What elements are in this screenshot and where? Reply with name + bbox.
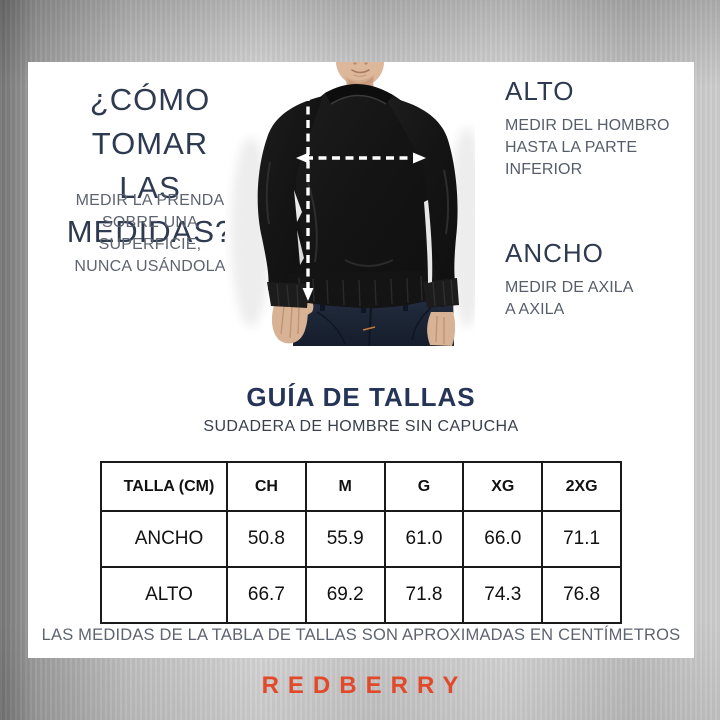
size-table-disclaimer: LAS MEDIDAS DE LA TABLA DE TALLAS SON AP… [41,626,681,644]
alto-desc-line: INFERIOR [505,161,583,178]
alto-section: ALTO MEDIR DEL HOMBRO HASTA LA PARTE INF… [505,76,695,181]
ancho-description: MEDIR DE AXILA A AXILA [505,277,695,321]
header-size-m: M [304,461,386,512]
ancho-section: ANCHO MEDIR DE AXILA A AXILA [505,238,695,321]
alto-desc-line: MEDIR DEL HOMBRO [505,117,670,134]
alto-title: ALTO [505,76,575,106]
size-value-cell: 61.0 [383,510,465,568]
size-guide-subtitle: SUDADERA DE HOMBRE SIN CAPUCHA [203,418,519,435]
size-value-cell: 66.0 [462,510,544,568]
size-value-cell: 74.3 [462,566,544,624]
header-size-xg: XG [462,461,544,512]
size-value-cell: 50.8 [226,510,307,568]
ancho-desc-line: A AXILA [505,301,565,318]
size-table-row-alto: ALTO 66.7 69.2 71.8 74.3 76.8 [100,566,622,624]
size-table-header-row: TALLA (CM) CH M G XG 2XG [100,461,622,512]
sweatshirt [257,83,459,309]
howto-note-line: SOBRE UNA [101,214,199,231]
ancho-title: ANCHO [505,238,604,268]
howto-note-line: NUNCA USÁNDOLA [74,258,226,275]
howto-note-line: MEDIR LA PRENDA [75,192,225,209]
size-table: TALLA (CM) CH M G XG 2XG ANCHO 50.8 55.9… [100,461,622,624]
howto-note: MEDIR LA PRENDA SOBRE UNA SUPERFICIE, NU… [38,190,262,278]
alto-desc-line: HASTA LA PARTE [505,139,638,156]
width-measure-arrow [296,152,426,164]
size-guide-card: ¿CÓMO TOMAR LAS MEDIDAS? MEDIR LA PRENDA… [28,62,694,658]
header-talla-cm: TALLA (CM) [100,461,228,512]
brand-logo: REDBERRY [261,672,468,699]
jeans-stitch-detail [362,326,376,331]
height-measure-arrow [302,84,314,301]
header-size-ch: CH [226,461,307,512]
size-value-cell: 66.7 [226,566,307,624]
size-value-cell: 71.8 [383,566,465,624]
size-value-cell: 71.1 [541,510,622,568]
size-value-cell: 55.9 [304,510,386,568]
alto-description: MEDIR DEL HOMBRO HASTA LA PARTE INFERIOR [505,115,695,181]
model-photo-svg [225,62,485,347]
row-label-ancho: ANCHO [100,510,228,568]
model-photo [225,62,485,347]
howto-title-line: ¿CÓMO TOMAR [89,82,211,161]
size-value-cell: 69.2 [304,566,386,624]
howto-title-line: LAS MEDIDAS? [66,170,234,249]
header-size-g: G [383,461,465,512]
size-value-cell: 76.8 [541,566,622,624]
size-guide-title: GUÍA DE TALLAS [246,382,476,412]
howto-note-line: SUPERFICIE, [98,236,202,253]
size-table-row-ancho: ANCHO 50.8 55.9 61.0 66.0 71.1 [100,510,622,568]
header-size-2xg: 2XG [541,461,622,512]
ancho-desc-line: MEDIR DE AXILA [505,279,634,296]
row-label-alto: ALTO [100,566,228,624]
model-right-hand [427,312,456,346]
howto-title: ¿CÓMO TOMAR LAS MEDIDAS? [38,78,262,254]
